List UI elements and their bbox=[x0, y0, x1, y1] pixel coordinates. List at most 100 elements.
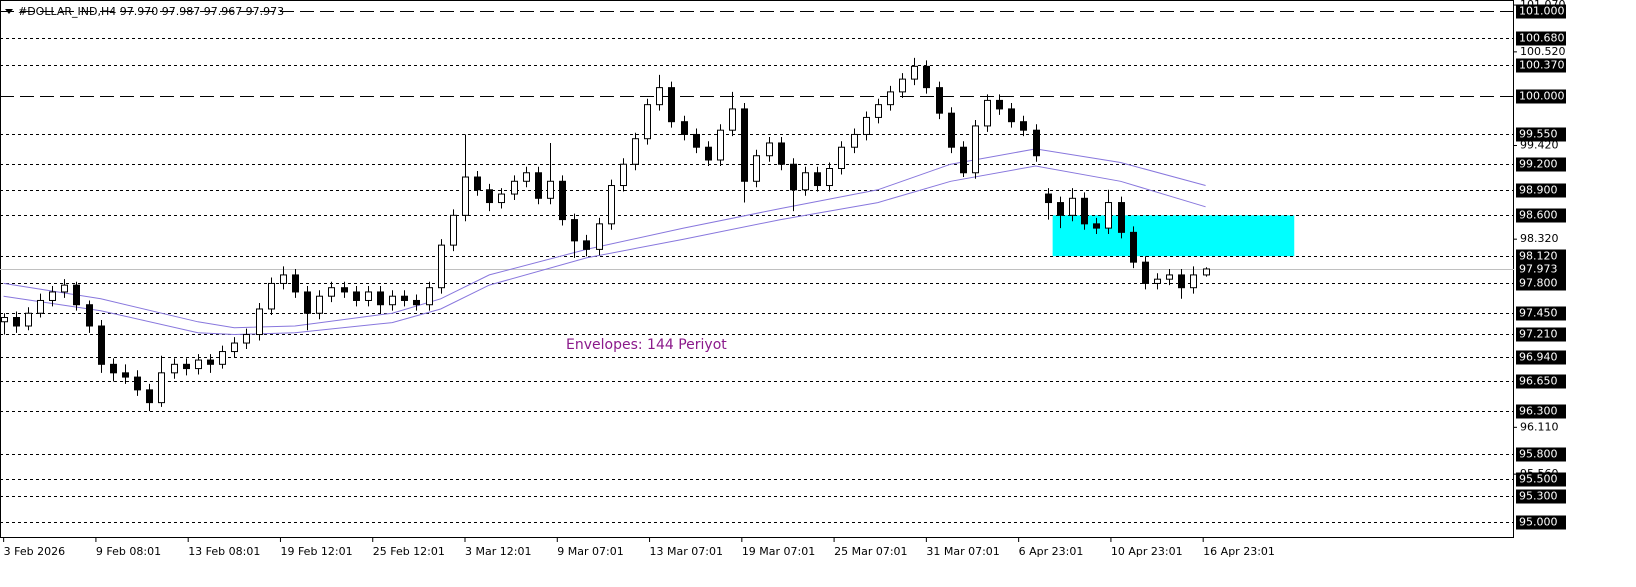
last-price-label: 97.973 bbox=[1519, 263, 1558, 276]
level-label: 100.000 bbox=[1519, 90, 1565, 103]
level-label: 98.600 bbox=[1519, 209, 1558, 222]
candle-body bbox=[49, 291, 56, 301]
candle-body bbox=[122, 372, 129, 378]
candle-body bbox=[984, 99, 991, 127]
candle-body bbox=[632, 138, 639, 165]
x-tick-label: 10 Apr 23:01 bbox=[1111, 545, 1183, 558]
candle-body bbox=[474, 176, 481, 191]
level-label: 98.120 bbox=[1519, 250, 1558, 263]
candle-body bbox=[1, 316, 8, 323]
candle-body bbox=[365, 291, 372, 301]
candle-body bbox=[668, 87, 675, 123]
candle-body bbox=[1178, 274, 1185, 289]
level-label: 97.210 bbox=[1519, 328, 1558, 341]
candle-body bbox=[523, 172, 530, 182]
candle-body bbox=[1033, 129, 1040, 157]
candle-body bbox=[571, 219, 578, 242]
x-tick-label: 3 Feb 2026 bbox=[4, 545, 65, 558]
level-label: 95.300 bbox=[1519, 490, 1558, 503]
level-label-bg bbox=[1516, 472, 1566, 487]
level-label: 101.000 bbox=[1519, 5, 1565, 18]
level-label-bg bbox=[1516, 489, 1566, 504]
candle-body bbox=[195, 359, 202, 370]
y-tick-label: 99.420 bbox=[1520, 139, 1559, 152]
level-label-bg bbox=[1516, 208, 1566, 223]
candle-body bbox=[753, 155, 760, 182]
x-tick-label: 31 Mar 07:01 bbox=[926, 545, 999, 558]
candle-body bbox=[996, 99, 1003, 110]
candle-body bbox=[219, 351, 226, 365]
candle-body bbox=[377, 291, 384, 306]
candle-body bbox=[790, 163, 797, 191]
candle-body bbox=[353, 291, 360, 301]
y-tick-label: 98.320 bbox=[1520, 232, 1559, 245]
candle-body bbox=[778, 142, 785, 165]
candle-body bbox=[826, 168, 833, 187]
x-tick-label: 16 Apr 23:01 bbox=[1203, 545, 1275, 558]
y-tick-label: 96.110 bbox=[1520, 420, 1559, 433]
level-label-bg bbox=[1516, 447, 1566, 462]
candle-body bbox=[450, 214, 457, 246]
candle-body bbox=[1069, 197, 1076, 216]
candle-body bbox=[1154, 278, 1161, 284]
candle-body bbox=[948, 112, 955, 148]
x-tick-label: 6 Apr 23:01 bbox=[1019, 545, 1084, 558]
level-label: 95.800 bbox=[1519, 448, 1558, 461]
candle-body bbox=[25, 312, 32, 327]
x-tick-label: 19 Feb 12:01 bbox=[280, 545, 352, 558]
candle-body bbox=[535, 172, 542, 199]
level-label: 95.500 bbox=[1519, 473, 1558, 486]
candle-body bbox=[98, 325, 105, 365]
candle-body bbox=[923, 65, 930, 89]
x-tick-label: 3 Mar 12:01 bbox=[465, 545, 531, 558]
candle-body bbox=[1142, 261, 1149, 284]
candle-body bbox=[851, 133, 858, 148]
candle-body bbox=[1008, 108, 1015, 123]
level-label: 99.550 bbox=[1519, 128, 1558, 141]
level-label-bg bbox=[1516, 515, 1566, 530]
candle-body bbox=[426, 287, 433, 306]
candle-body bbox=[1190, 274, 1197, 289]
candle-body bbox=[1105, 202, 1112, 229]
level-label-bg bbox=[1516, 157, 1566, 172]
candle-body bbox=[268, 282, 275, 310]
level-label-bg bbox=[1516, 350, 1566, 365]
candle-body bbox=[596, 223, 603, 250]
candle-body bbox=[741, 108, 748, 182]
level-label-bg bbox=[1516, 31, 1566, 46]
candle-body bbox=[681, 121, 688, 135]
candle-body bbox=[243, 334, 250, 344]
candle-body bbox=[183, 363, 190, 370]
level-label-bg bbox=[1516, 127, 1566, 142]
candle-body bbox=[899, 78, 906, 93]
candle-body bbox=[717, 129, 724, 161]
candle-body bbox=[171, 363, 178, 374]
level-label-bg bbox=[1516, 249, 1566, 264]
x-tick-label: 13 Feb 08:01 bbox=[188, 545, 260, 558]
candle-body bbox=[413, 299, 420, 306]
level-label-bg bbox=[1516, 327, 1566, 342]
candle-body bbox=[875, 104, 882, 118]
level-label-bg bbox=[1516, 58, 1566, 73]
candle-body bbox=[583, 240, 590, 250]
candle-body bbox=[486, 189, 493, 204]
candle-body bbox=[863, 116, 870, 135]
level-label-bg bbox=[1516, 183, 1566, 198]
last-price-bg bbox=[1516, 262, 1566, 277]
candle-body bbox=[729, 108, 736, 131]
envelope-line bbox=[3, 148, 1206, 329]
candle-body bbox=[158, 372, 165, 404]
candle-body bbox=[766, 142, 773, 157]
chart-title: #DOLLAR_IND,H4 97.970 97.987 97.967 97.9… bbox=[18, 5, 284, 18]
x-tick-label: 25 Feb 12:01 bbox=[373, 545, 445, 558]
candle-body bbox=[1203, 268, 1210, 276]
candle-body bbox=[37, 299, 44, 314]
candle-body bbox=[13, 316, 20, 327]
x-tick-label: 25 Mar 07:01 bbox=[834, 545, 907, 558]
level-label-bg bbox=[1516, 4, 1566, 19]
candle-body bbox=[498, 193, 505, 204]
candle-body bbox=[705, 146, 712, 161]
candle-body bbox=[644, 104, 651, 140]
level-label: 95.000 bbox=[1519, 516, 1558, 529]
